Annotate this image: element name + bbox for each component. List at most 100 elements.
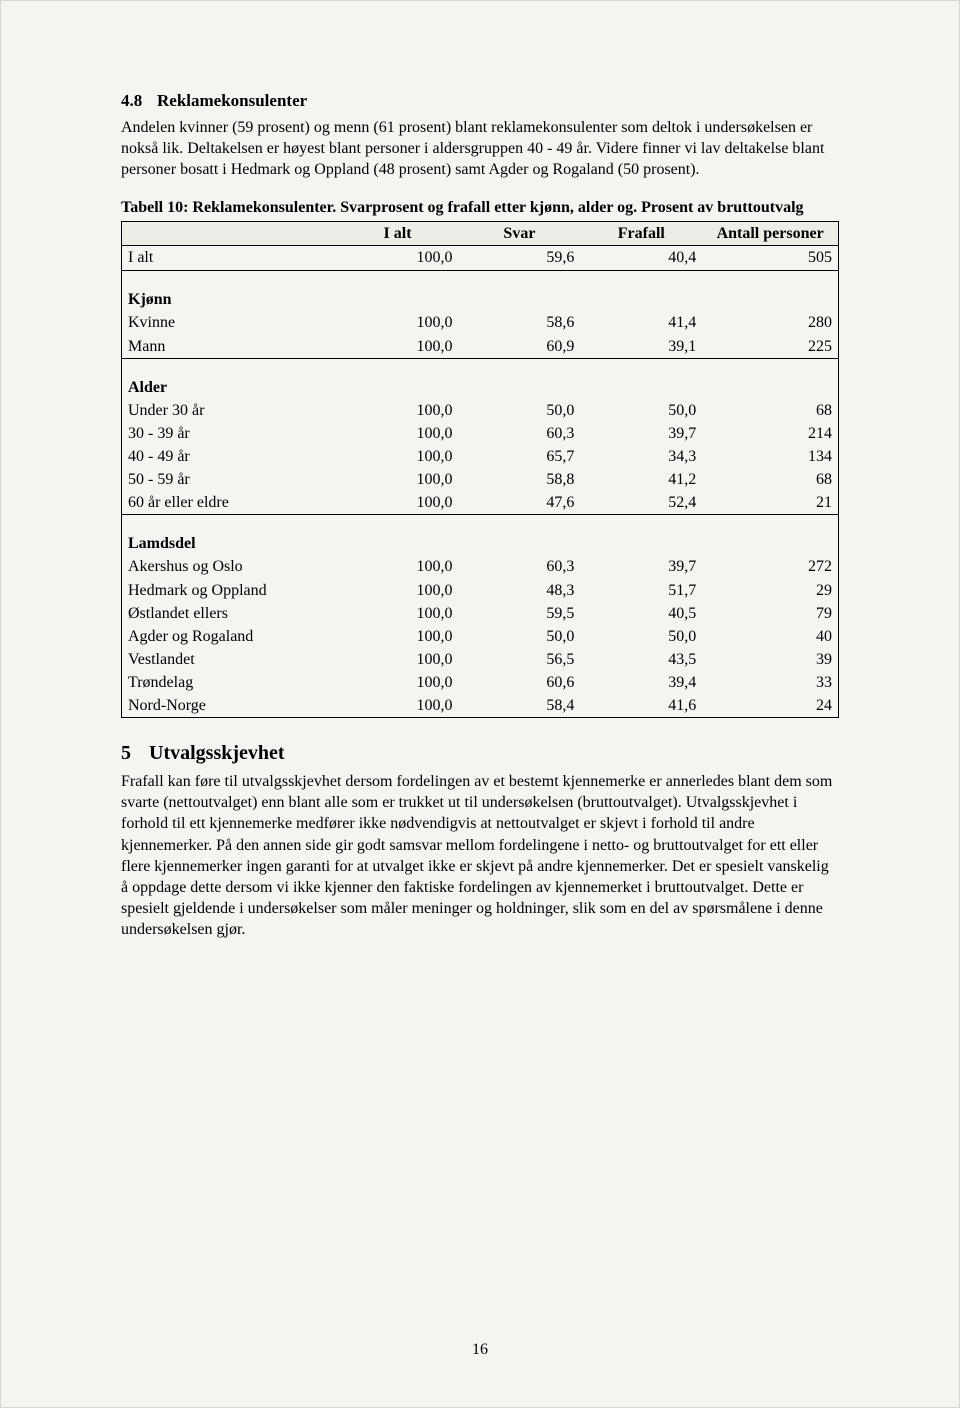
cell-value: 100,0 xyxy=(337,671,459,694)
table-row: Mann100,060,939,1225 xyxy=(122,335,839,359)
cell-value: 39,7 xyxy=(580,555,702,578)
cell-value: 100,0 xyxy=(337,311,459,334)
cell-value: 60,9 xyxy=(458,335,580,359)
group-title: Kjønn xyxy=(122,271,839,312)
cell-value: 58,6 xyxy=(458,311,580,334)
col-blank xyxy=(122,222,337,246)
group-header-row: Alder xyxy=(122,358,839,399)
cell-label: 50 - 59 år xyxy=(122,468,337,491)
cell-value: 41,2 xyxy=(580,468,702,491)
table-row: Under 30 år100,050,050,068 xyxy=(122,399,839,422)
group-header-row: Lamdsdel xyxy=(122,515,839,556)
cell-value: 280 xyxy=(702,311,838,334)
cell-value: 50,0 xyxy=(580,625,702,648)
table-10-caption: Tabell 10: Reklamekonsulenter. Svarprose… xyxy=(121,198,839,219)
page: 4.8Reklamekonsulenter Andelen kvinner (5… xyxy=(0,0,960,1408)
table-row: I alt100,059,640,4505 xyxy=(122,246,839,271)
cell-value: 39 xyxy=(702,648,838,671)
cell-value: 41,4 xyxy=(580,311,702,334)
cell-label: Agder og Rogaland xyxy=(122,625,337,648)
cell-value: 24 xyxy=(702,694,838,718)
cell-value: 100,0 xyxy=(337,579,459,602)
cell-value: 100,0 xyxy=(337,625,459,648)
chapter-5-paragraph: Frafall kan føre til utvalgsskjevhet der… xyxy=(121,771,839,940)
cell-value: 100,0 xyxy=(337,445,459,468)
table-row: Agder og Rogaland100,050,050,040 xyxy=(122,625,839,648)
section-4-8-heading: 4.8Reklamekonsulenter xyxy=(121,91,839,111)
cell-label: 60 år eller eldre xyxy=(122,491,337,515)
cell-value: 40,4 xyxy=(580,246,702,271)
cell-value: 100,0 xyxy=(337,602,459,625)
col-antall: Antall personer xyxy=(702,222,838,246)
page-number: 16 xyxy=(1,1341,959,1359)
cell-value: 43,5 xyxy=(580,648,702,671)
section-title: Reklamekonsulenter xyxy=(157,91,307,110)
cell-label: Akershus og Oslo xyxy=(122,555,337,578)
table-10: I alt Svar Frafall Antall personer I alt… xyxy=(121,221,839,718)
cell-label: Trøndelag xyxy=(122,671,337,694)
cell-value: 39,1 xyxy=(580,335,702,359)
cell-label: 40 - 49 år xyxy=(122,445,337,468)
cell-value: 134 xyxy=(702,445,838,468)
cell-value: 100,0 xyxy=(337,246,459,271)
cell-value: 21 xyxy=(702,491,838,515)
chapter-title: Utvalgsskjevhet xyxy=(149,742,285,764)
cell-value: 50,0 xyxy=(458,399,580,422)
chapter-number: 5 xyxy=(121,742,149,765)
col-ialt: I alt xyxy=(337,222,459,246)
col-svar: Svar xyxy=(458,222,580,246)
table-row: Østlandet ellers100,059,540,579 xyxy=(122,602,839,625)
cell-label: Mann xyxy=(122,335,337,359)
cell-value: 100,0 xyxy=(337,422,459,445)
cell-value: 50,0 xyxy=(580,399,702,422)
cell-value: 59,6 xyxy=(458,246,580,271)
cell-value: 51,7 xyxy=(580,579,702,602)
cell-label: Vestlandet xyxy=(122,648,337,671)
cell-value: 272 xyxy=(702,555,838,578)
cell-label: Nord-Norge xyxy=(122,694,337,718)
cell-value: 52,4 xyxy=(580,491,702,515)
table-row: Hedmark og Oppland100,048,351,729 xyxy=(122,579,839,602)
cell-value: 41,6 xyxy=(580,694,702,718)
cell-value: 100,0 xyxy=(337,694,459,718)
cell-label: 30 - 39 år xyxy=(122,422,337,445)
group-header-row: Kjønn xyxy=(122,271,839,312)
cell-label: Østlandet ellers xyxy=(122,602,337,625)
cell-value: 100,0 xyxy=(337,491,459,515)
cell-value: 40 xyxy=(702,625,838,648)
section-4-8-paragraph: Andelen kvinner (59 prosent) og menn (61… xyxy=(121,117,839,180)
cell-value: 39,4 xyxy=(580,671,702,694)
cell-value: 65,7 xyxy=(458,445,580,468)
cell-value: 214 xyxy=(702,422,838,445)
cell-value: 59,5 xyxy=(458,602,580,625)
table-row: 40 - 49 år100,065,734,3134 xyxy=(122,445,839,468)
cell-value: 34,3 xyxy=(580,445,702,468)
cell-value: 505 xyxy=(702,246,838,271)
section-number: 4.8 xyxy=(121,91,157,111)
cell-value: 79 xyxy=(702,602,838,625)
cell-value: 29 xyxy=(702,579,838,602)
cell-value: 48,3 xyxy=(458,579,580,602)
cell-value: 33 xyxy=(702,671,838,694)
table-row: Akershus og Oslo100,060,339,7272 xyxy=(122,555,839,578)
cell-label: I alt xyxy=(122,246,337,271)
group-title: Lamdsdel xyxy=(122,515,839,556)
cell-value: 100,0 xyxy=(337,648,459,671)
table-row: Kvinne100,058,641,4280 xyxy=(122,311,839,334)
table-header-row: I alt Svar Frafall Antall personer xyxy=(122,222,839,246)
cell-value: 58,8 xyxy=(458,468,580,491)
cell-value: 50,0 xyxy=(458,625,580,648)
table-row: 50 - 59 år100,058,841,268 xyxy=(122,468,839,491)
cell-value: 68 xyxy=(702,468,838,491)
col-frafall: Frafall xyxy=(580,222,702,246)
cell-value: 40,5 xyxy=(580,602,702,625)
cell-value: 60,3 xyxy=(458,422,580,445)
table-row: 60 år eller eldre100,047,652,421 xyxy=(122,491,839,515)
group-title: Alder xyxy=(122,358,839,399)
cell-value: 100,0 xyxy=(337,399,459,422)
cell-label: Hedmark og Oppland xyxy=(122,579,337,602)
cell-label: Kvinne xyxy=(122,311,337,334)
cell-value: 100,0 xyxy=(337,468,459,491)
cell-value: 58,4 xyxy=(458,694,580,718)
table-row: Trøndelag100,060,639,433 xyxy=(122,671,839,694)
